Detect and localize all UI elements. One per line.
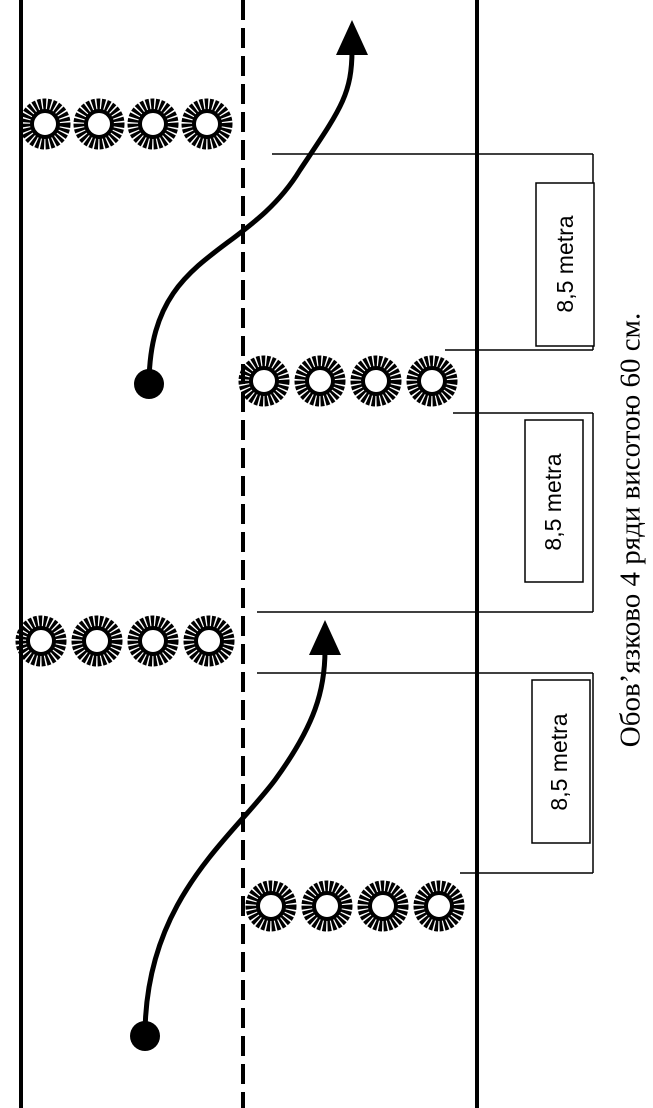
tire-icon	[133, 621, 173, 661]
tire-icon	[187, 104, 227, 144]
tire-barrier-row	[251, 886, 459, 926]
dimension-label-middle: 8,5 metra	[540, 453, 566, 550]
dimension-label-box	[524, 419, 584, 583]
tire-icon	[300, 361, 340, 401]
caption: Обов’язково 4 ряди висотою 60 см.	[615, 313, 647, 747]
arrow-up-icon	[336, 20, 368, 55]
tire-icon	[363, 886, 403, 926]
dimension-label-bottom: 8,5 metra	[546, 713, 572, 810]
arrow-up-icon	[309, 620, 341, 655]
tire-icon	[189, 621, 229, 661]
tire-icon	[21, 621, 61, 661]
tire-icon	[25, 104, 65, 144]
path-curve	[146, 49, 355, 385]
dimension-label-box	[535, 182, 595, 347]
tire-icon	[79, 104, 119, 144]
tire-icon	[251, 886, 291, 926]
dimension-label-boxes	[524, 182, 595, 844]
tire-barrier-row	[244, 361, 452, 401]
tire-icon	[133, 104, 173, 144]
tire-icon	[419, 886, 459, 926]
tire-icon	[244, 361, 284, 401]
path-curve	[142, 649, 328, 1037]
dimension-label-top: 8,5 metra	[552, 215, 578, 312]
tire-icon	[356, 361, 396, 401]
tire-icon	[77, 621, 117, 661]
tire-barrier-row	[21, 621, 229, 661]
tire-icon	[307, 886, 347, 926]
tire-icon	[412, 361, 452, 401]
tire-barrier-row	[25, 104, 227, 144]
dimension-label-box	[531, 679, 591, 844]
